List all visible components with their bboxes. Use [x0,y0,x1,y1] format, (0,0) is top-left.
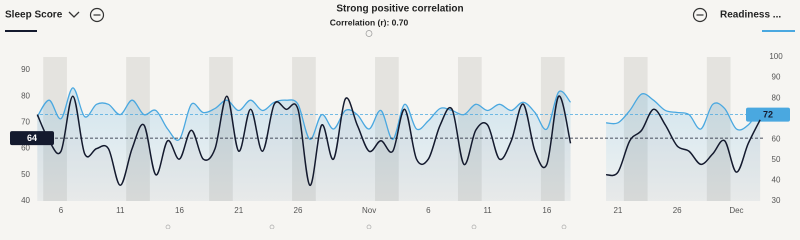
y2-tick-label: 90 [772,73,781,82]
title: Strong positive correlation [336,4,463,15]
x-tick-label: 26 [294,206,303,215]
y-tick-label: 70 [21,118,30,127]
screen: Sleep Score Strong positive correlation … [5,4,795,229]
x-tick-label: 21 [613,206,622,215]
y2-tick-label: 30 [772,196,781,205]
y2-tick-label: 60 [772,134,781,143]
remove-right[interactable] [692,7,708,23]
y-tick-label: 80 [21,91,30,100]
pager [165,224,567,229]
x-tick-label: 16 [175,206,184,215]
average-badge [746,107,790,122]
subtitle: Correlation (r): 0.70 [330,17,409,27]
average-label: 72 [763,109,773,119]
y-tick-label: 90 [21,65,30,74]
left-metric[interactable]: Sleep Score [5,10,63,21]
x-tick-label: 11 [116,206,125,215]
x-tick-label: 11 [483,206,492,215]
series-line [36,95,761,187]
x-tick-label: Dec [729,206,743,215]
series-line [36,87,761,141]
y-tick-label: 40 [21,196,30,205]
x-tick-label: 21 [234,206,243,215]
x-tick-label: 6 [59,206,64,215]
x-tick-label: 16 [542,206,551,215]
dropdown-chevron[interactable] [68,11,80,18]
remove-left[interactable] [89,7,105,23]
average-label: 64 [27,133,37,143]
series-area [37,95,761,201]
x-tick-label: Nov [362,206,376,215]
y-tick-label: 60 [21,144,30,153]
y2-tick-label: 80 [772,93,781,102]
x-tick-label: 6 [426,206,431,215]
right-metric[interactable]: Readiness ... [720,10,781,21]
y2-tick-label: 100 [769,52,783,61]
series-area [37,87,761,201]
y2-tick-label: 40 [772,176,781,185]
y2-tick-label: 50 [772,155,781,164]
x-tick-label: 26 [673,206,682,215]
y-tick-label: 50 [21,170,30,179]
average-badge [10,131,54,146]
info-icon[interactable] [365,30,373,37]
